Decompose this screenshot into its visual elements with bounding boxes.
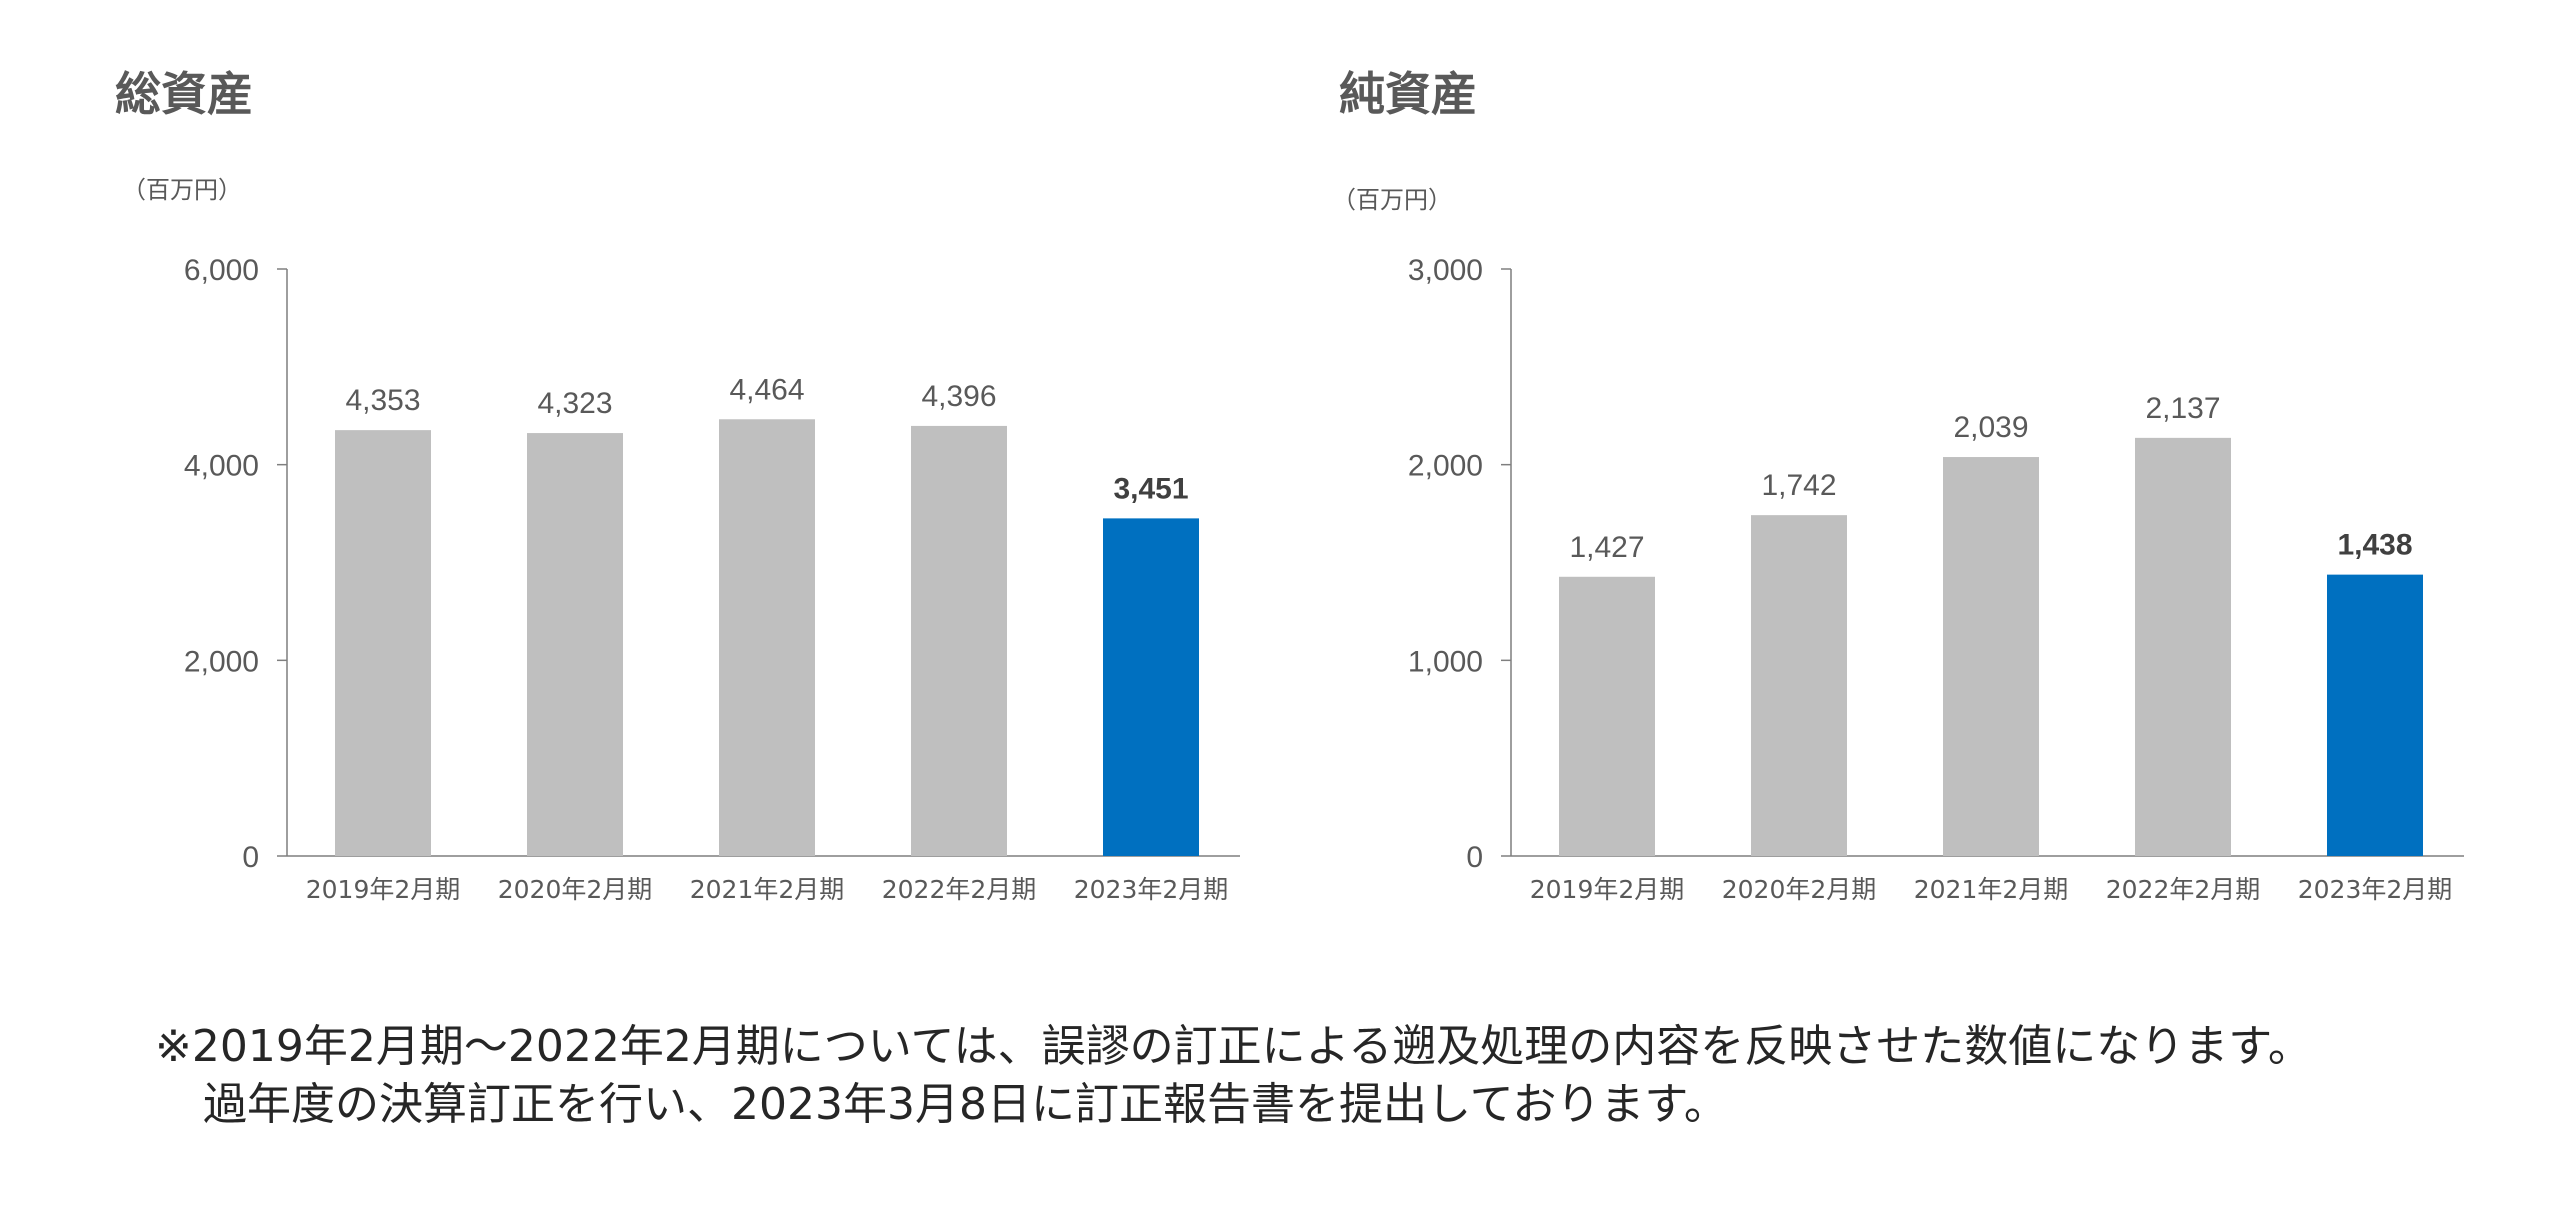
footnote-line-1: ※2019年2月期～2022年2月期については、誤謬の訂正による遡及処理の内容を… [155, 1021, 2312, 1072]
net-assets-chart-panel: 純資産 （百万円） 0 1,000 2,000 3,000 1,427 2019年2月期 1… [1224, 0, 2464, 960]
bar [2135, 437, 2231, 856]
x-tick-label: 2023年2月期 [2298, 875, 2453, 904]
bar [1559, 576, 1655, 856]
y-tick-label: 0 [242, 841, 259, 874]
y-tick-label: 0 [1466, 841, 1483, 874]
x-tick-label: 2022年2月期 [882, 875, 1037, 904]
data-label: 1,438 [2337, 529, 2412, 562]
unit-label: （百万円） [1332, 186, 1452, 214]
x-tick-label: 2022年2月期 [2106, 875, 2261, 904]
bar [1103, 518, 1199, 856]
y-tick-label: 2,000 [1408, 450, 1483, 483]
bar [335, 430, 431, 856]
bar [2327, 574, 2423, 856]
bar [911, 425, 1007, 856]
x-tick-label: 2021年2月期 [690, 875, 845, 904]
footnote-line-2: 過年度の決算訂正を行い、2023年3月8日に訂正報告書を提出しております。 [203, 1079, 1728, 1130]
data-label: 4,323 [537, 387, 612, 420]
data-label: 2,039 [1953, 411, 2028, 444]
bar [1751, 515, 1847, 856]
x-tick-label: 2023年2月期 [1074, 875, 1229, 904]
chart-title: 総資産 [115, 67, 253, 121]
data-label: 4,464 [729, 373, 804, 406]
unit-label: （百万円） [122, 176, 242, 204]
y-tick-label: 1,000 [1408, 645, 1483, 678]
x-tick-label: 2019年2月期 [306, 875, 461, 904]
data-label: 4,353 [345, 384, 420, 417]
data-label: 3,451 [1113, 472, 1188, 505]
chart-title: 純資産 [1339, 67, 1477, 121]
bar [1943, 457, 2039, 856]
y-tick-label: 3,000 [1408, 254, 1483, 287]
data-label: 4,396 [921, 380, 996, 413]
total-assets-chart-panel: 総資産 （百万円） 0 2,000 4,000 6,000 4,353 2019年2月期 4… [0, 0, 1240, 960]
total-assets-bar-chart: 0 2,000 4,000 6,000 4,353 2019年2月期 4,323 2020年2… [184, 254, 1240, 904]
bar [719, 419, 815, 856]
data-label: 2,137 [2145, 392, 2220, 425]
data-label: 1,427 [1569, 531, 1644, 564]
x-tick-label: 2019年2月期 [1530, 875, 1685, 904]
footnote: ※2019年2月期～2022年2月期については、誤謬の訂正による遡及処理の内容を… [155, 1018, 2312, 1134]
data-label: 1,742 [1761, 469, 1836, 502]
x-tick-label: 2020年2月期 [498, 875, 653, 904]
bar [527, 433, 623, 856]
net-assets-bar-chart: 0 1,000 2,000 3,000 1,427 2019年2月期 1,742 2020年2… [1408, 254, 2464, 904]
y-tick-label: 6,000 [184, 254, 259, 287]
y-tick-label: 2,000 [184, 645, 259, 678]
y-tick-label: 4,000 [184, 450, 259, 483]
x-tick-label: 2020年2月期 [1722, 875, 1877, 904]
x-tick-label: 2021年2月期 [1914, 875, 2069, 904]
